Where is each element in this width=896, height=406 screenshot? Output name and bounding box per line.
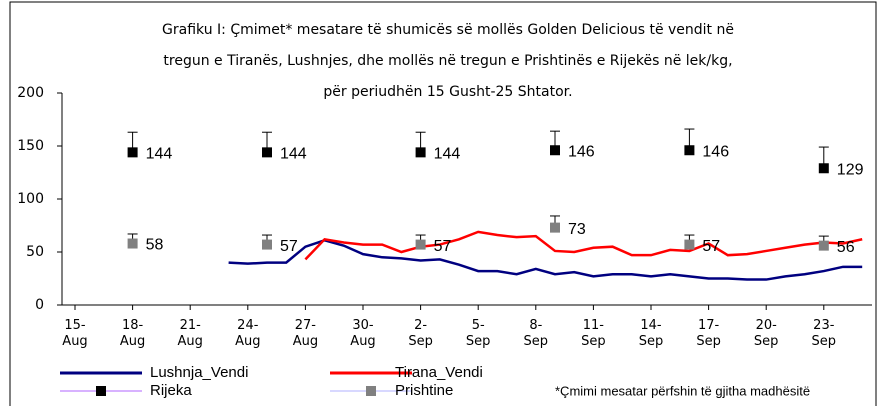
x-tick-label: 27-Aug [292, 318, 319, 349]
marker [127, 147, 138, 158]
marker [415, 147, 426, 158]
marker [684, 239, 695, 250]
x-tick-label: 5-Sep [465, 318, 491, 349]
data-label: 144 [146, 146, 173, 163]
marker [818, 240, 829, 251]
marker [818, 163, 829, 174]
y-tick-label: 150 [17, 138, 44, 154]
legend-label: Tirana_Vendi [395, 364, 483, 381]
chart-title: Grafiku I: Çmimet* mesatare të shumicës … [162, 22, 734, 38]
marker [262, 239, 272, 250]
y-tick-label: 100 [17, 191, 44, 207]
marker [550, 222, 560, 233]
data-label: 57 [280, 238, 298, 255]
chart-frame [9, 1, 877, 406]
data-label: 144 [434, 146, 461, 163]
data-label: 57 [702, 238, 720, 255]
data-label: 144 [280, 146, 307, 163]
marker [684, 145, 695, 156]
data-label: 56 [837, 239, 855, 256]
chart-title: për periudhën 15 Gusht-25 Shtator. [323, 84, 572, 100]
legend-marker [366, 386, 376, 396]
x-tick-label: 8-Sep [523, 318, 549, 349]
data-label: 146 [702, 143, 729, 160]
x-tick-label: 18-Aug [119, 318, 146, 349]
chart-title: tregun e Tiranës, Lushnjes, dhe mollës n… [163, 53, 732, 69]
data-label: 57 [434, 238, 452, 255]
data-label: 73 [568, 221, 586, 238]
series-line [228, 239, 863, 281]
data-label: 129 [837, 161, 864, 178]
legend-label: Rijeka [150, 382, 192, 399]
series-line [304, 230, 863, 261]
x-tick-label: 21-Aug [177, 318, 203, 349]
marker [415, 239, 426, 250]
marker [550, 145, 560, 156]
y-tick-label: 200 [17, 85, 44, 101]
x-tick-label: 24-Aug [235, 318, 261, 349]
x-tick-label: 17-Sep [696, 318, 721, 349]
x-tick-label: 11-Sep [581, 318, 606, 349]
data-label: 146 [568, 143, 595, 160]
x-tick-label: 20-Sep [753, 318, 779, 349]
legend-label: Lushnja_Vendi [150, 364, 248, 381]
marker [127, 238, 138, 249]
x-tick-label: 30-Aug [350, 318, 376, 349]
x-tick-label: 23-Sep [811, 318, 837, 349]
y-tick-label: 0 [35, 297, 44, 313]
y-tick-label: 50 [26, 244, 44, 260]
legend-marker [96, 386, 106, 396]
x-tick-label: 15-Aug [62, 318, 88, 349]
data-label: 58 [146, 237, 164, 254]
legend-label: Prishtine [395, 382, 453, 399]
x-tick-label: 14-Sep [638, 318, 664, 349]
marker [262, 147, 272, 158]
x-tick-label: 2-Sep [408, 318, 433, 349]
footnote: *Çmimi mesatar përfshin të gjitha madhës… [555, 383, 810, 398]
